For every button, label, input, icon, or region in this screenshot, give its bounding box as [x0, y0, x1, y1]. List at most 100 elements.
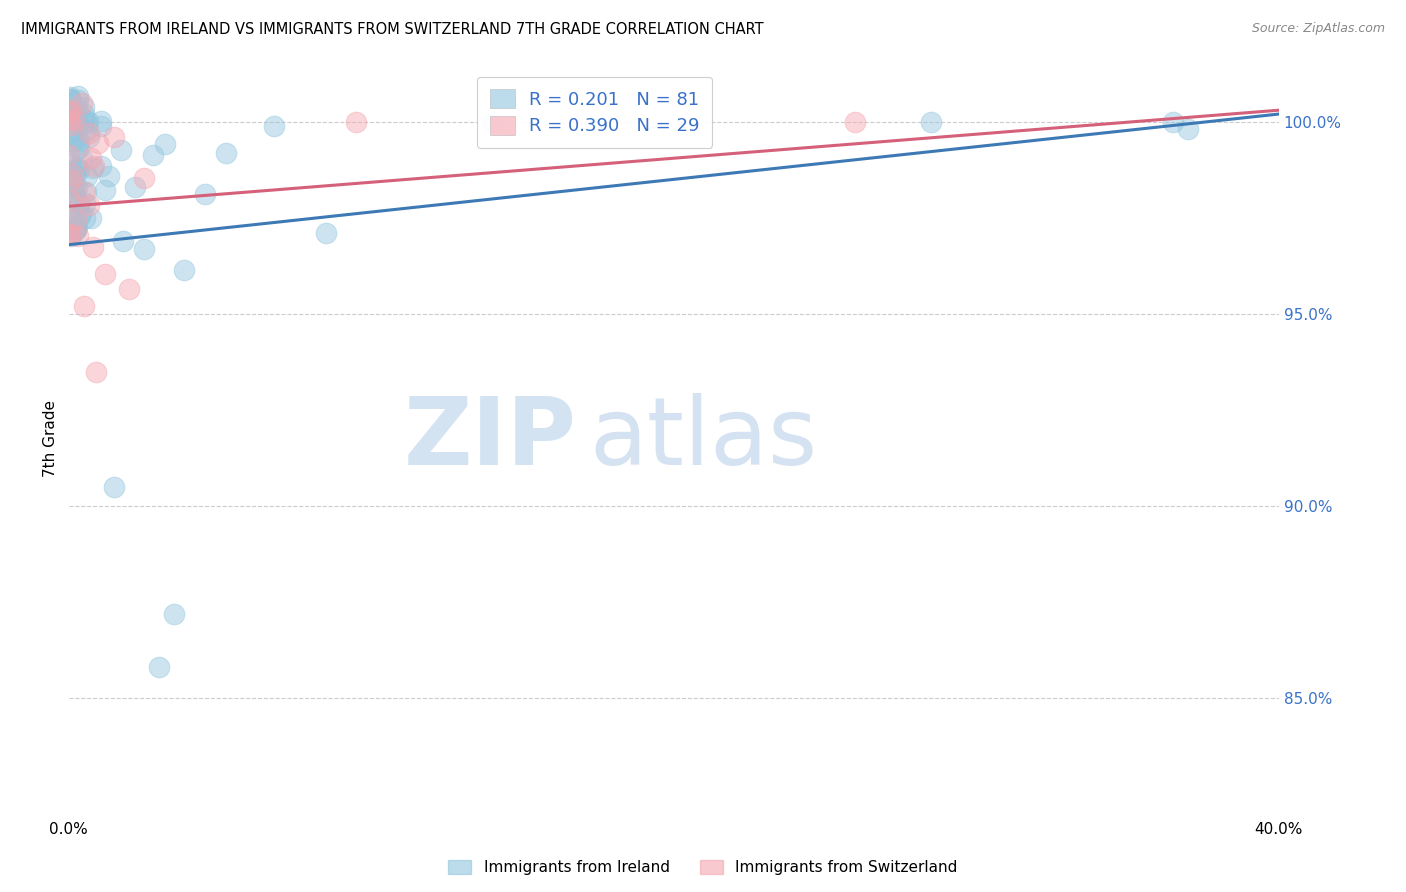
Point — [65, 110, 87, 124]
Point — [110, 144, 132, 158]
Point — [80, 211, 103, 225]
Legend: R = 0.201   N = 81, R = 0.390   N = 29: R = 0.201 N = 81, R = 0.390 N = 29 — [477, 77, 713, 148]
Point — [86, 136, 108, 151]
Point — [134, 171, 156, 186]
Point — [67, 228, 90, 243]
Point — [66, 161, 89, 175]
Point — [70, 96, 93, 111]
Point — [58, 105, 80, 120]
Point — [142, 148, 165, 162]
Point — [82, 161, 104, 175]
Text: ZIP: ZIP — [404, 392, 576, 484]
Point — [215, 145, 238, 160]
Point — [66, 102, 89, 116]
Point — [73, 299, 96, 313]
Point — [58, 113, 80, 128]
Point — [60, 172, 83, 186]
Point — [63, 112, 86, 127]
Point — [67, 141, 90, 155]
Text: atlas: atlas — [589, 392, 817, 484]
Point — [66, 93, 89, 107]
Point — [58, 162, 80, 177]
Point — [59, 118, 82, 132]
Point — [67, 162, 90, 177]
Text: IMMIGRANTS FROM IRELAND VS IMMIGRANTS FROM SWITZERLAND 7TH GRADE CORRELATION CHA: IMMIGRANTS FROM IRELAND VS IMMIGRANTS FR… — [21, 22, 763, 37]
Point — [65, 222, 87, 236]
Y-axis label: 7th Grade: 7th Grade — [44, 401, 58, 477]
Point — [90, 159, 112, 173]
Point — [66, 131, 89, 145]
Point — [58, 92, 80, 106]
Point — [60, 210, 83, 224]
Point — [844, 114, 866, 128]
Point — [70, 151, 93, 165]
Point — [77, 197, 100, 211]
Point — [59, 227, 82, 241]
Point — [1177, 122, 1199, 136]
Point — [90, 119, 112, 133]
Point — [98, 169, 121, 184]
Point — [58, 93, 80, 107]
Point — [60, 229, 83, 244]
Point — [58, 186, 80, 201]
Point — [60, 113, 83, 128]
Point — [62, 121, 84, 136]
Point — [163, 607, 186, 621]
Point — [94, 183, 117, 197]
Point — [67, 195, 90, 210]
Point — [58, 227, 80, 241]
Point — [103, 480, 125, 494]
Point — [148, 660, 170, 674]
Point — [77, 113, 100, 128]
Point — [75, 185, 97, 199]
Point — [59, 211, 82, 226]
Point — [173, 263, 195, 277]
Point — [75, 123, 97, 137]
Point — [65, 162, 87, 177]
Point — [59, 194, 82, 208]
Point — [111, 234, 134, 248]
Point — [62, 134, 84, 148]
Text: Source: ZipAtlas.com: Source: ZipAtlas.com — [1251, 22, 1385, 36]
Point — [63, 178, 86, 192]
Point — [1161, 114, 1184, 128]
Point — [65, 211, 87, 226]
Point — [315, 227, 337, 241]
Point — [77, 130, 100, 145]
Point — [75, 196, 97, 211]
Point — [80, 151, 103, 165]
Point — [73, 107, 96, 121]
Point — [84, 365, 107, 379]
Point — [481, 114, 503, 128]
Point — [194, 186, 217, 201]
Point — [72, 112, 94, 126]
Point — [59, 153, 82, 168]
Legend: Immigrants from Ireland, Immigrants from Switzerland: Immigrants from Ireland, Immigrants from… — [444, 855, 962, 880]
Point — [66, 179, 89, 194]
Point — [67, 117, 90, 131]
Point — [76, 116, 98, 130]
Point — [60, 164, 83, 178]
Point — [63, 189, 86, 203]
Point — [63, 185, 86, 199]
Point — [65, 109, 87, 123]
Point — [83, 160, 105, 174]
Point — [155, 136, 177, 151]
Point — [65, 222, 87, 236]
Point — [77, 126, 100, 140]
Point — [59, 103, 82, 118]
Point — [62, 106, 84, 120]
Point — [344, 114, 367, 128]
Point — [67, 134, 90, 148]
Point — [73, 211, 96, 225]
Point — [124, 180, 146, 194]
Point — [73, 186, 96, 200]
Point — [62, 125, 84, 139]
Point — [58, 148, 80, 162]
Point — [66, 142, 89, 156]
Point — [69, 209, 91, 223]
Point — [66, 89, 89, 103]
Point — [118, 282, 141, 296]
Point — [263, 119, 285, 133]
Point — [70, 206, 93, 220]
